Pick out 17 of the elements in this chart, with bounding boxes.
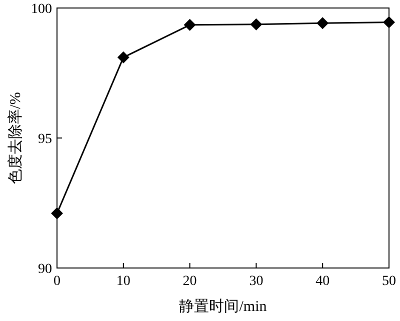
y-tick-label: 100 <box>31 2 52 17</box>
point <box>51 207 63 220</box>
x-tick-label: 20 <box>182 274 197 289</box>
point <box>316 17 329 30</box>
x-tick-label: 30 <box>249 274 264 289</box>
point <box>383 16 395 28</box>
x-tick-label: 0 <box>54 274 60 289</box>
x-tick-label: 50 <box>382 274 396 289</box>
y-tick-label: 90 <box>38 262 52 277</box>
point <box>250 18 262 30</box>
x-tick-label: 40 <box>316 274 330 289</box>
y-tick-label: 95 <box>38 132 52 147</box>
x-tick-label: 10 <box>116 274 130 289</box>
y-axis-title: 色度去除率/% <box>7 92 24 184</box>
x-axis-title: 静置时间/min <box>179 298 268 315</box>
point <box>184 18 196 31</box>
point <box>117 51 130 64</box>
